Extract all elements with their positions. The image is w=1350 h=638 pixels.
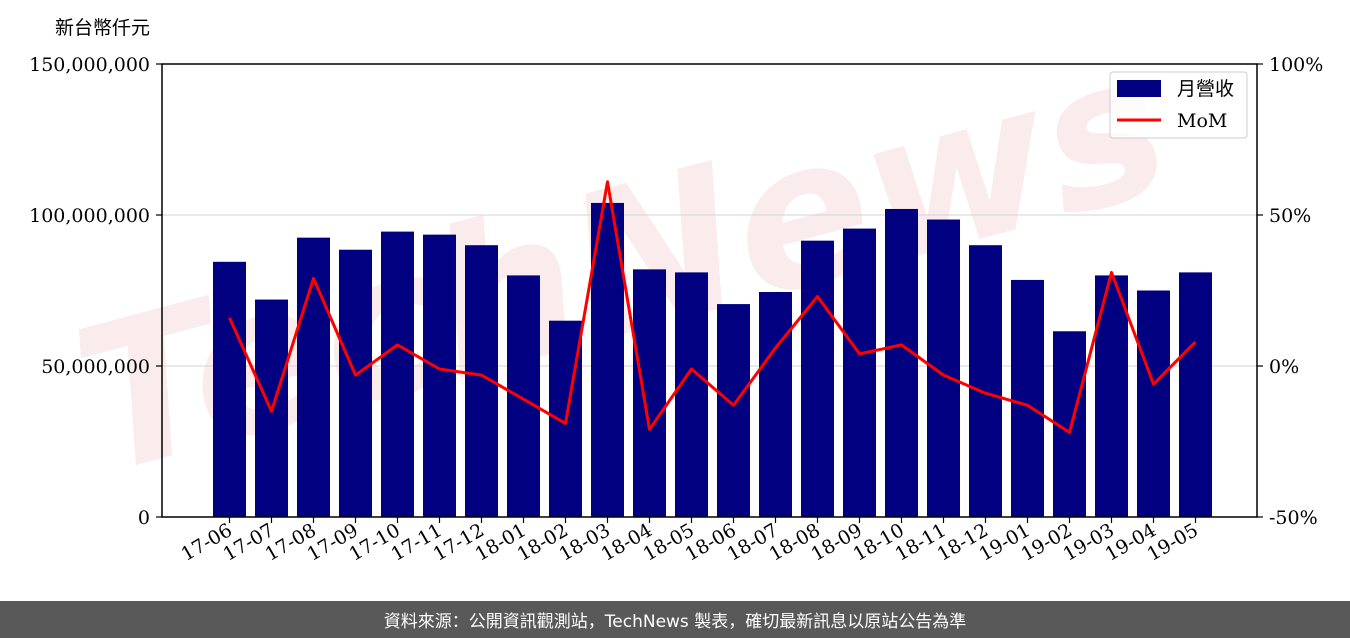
bar-18-05 xyxy=(675,272,708,517)
y2-tick-label: -50% xyxy=(1269,507,1318,529)
bar-18-07 xyxy=(759,292,792,517)
bar-18-06 xyxy=(717,304,750,517)
left-axis-ticks: 0 50,000,000 100,000,000 150,000,000 xyxy=(29,54,162,529)
bar-18-04 xyxy=(633,269,666,517)
bar-17-08 xyxy=(297,237,330,517)
source-footer: 資料來源：公開資訊觀測站，TechNews 製表，確切最新訊息以原站公告為準 xyxy=(0,601,1350,638)
legend-revenue-label: 月營收 xyxy=(1177,78,1234,100)
bar-18-01 xyxy=(507,275,540,517)
y2-tick-label: 100% xyxy=(1269,54,1323,76)
legend-mom-label: MoM xyxy=(1177,110,1227,132)
right-axis-ticks: -50% 0% 50% 100% xyxy=(1257,54,1323,529)
y-tick-label: 50,000,000 xyxy=(41,356,150,378)
bar-19-01 xyxy=(1011,279,1044,517)
bar-17-09 xyxy=(339,249,372,518)
y-tick-label: 0 xyxy=(138,507,150,529)
bar-19-05 xyxy=(1179,272,1212,517)
x-axis-ticks: 17-0617-0717-0817-0917-1017-1117-1218-01… xyxy=(178,517,1202,566)
legend-revenue-swatch xyxy=(1117,80,1161,97)
bars xyxy=(213,202,1212,518)
bar-17-11 xyxy=(423,234,456,517)
bar-19-04 xyxy=(1137,290,1170,517)
y2-tick-label: 0% xyxy=(1269,356,1299,378)
bar-17-10 xyxy=(381,231,414,518)
y2-tick-label: 50% xyxy=(1269,205,1311,227)
mom-line xyxy=(228,180,1197,434)
mom-line-group xyxy=(228,180,1197,434)
revenue-chart: 新台幣仟元 TechNews 050,000,000100,000,000150… xyxy=(29,7,1323,566)
bar-18-09 xyxy=(843,228,876,517)
plot-frame xyxy=(161,63,1258,518)
legend: 月營收 MoM xyxy=(1109,71,1248,139)
bar-18-08 xyxy=(801,240,834,518)
bar-17-06 xyxy=(213,261,246,517)
y-axis-unit-label: 新台幣仟元 xyxy=(55,17,150,39)
y-tick-label: 100,000,000 xyxy=(29,205,150,227)
bar-18-12 xyxy=(969,245,1002,517)
source-footer-text: 資料來源：公開資訊觀測站，TechNews 製表，確切最新訊息以原站公告為準 xyxy=(383,612,967,632)
bar-18-10 xyxy=(885,208,918,517)
y-tick-label: 150,000,000 xyxy=(29,54,150,76)
